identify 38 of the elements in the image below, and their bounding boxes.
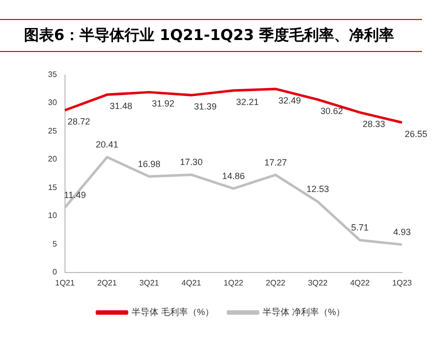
- data-label: 31.48: [110, 101, 132, 112]
- x-tick-label: 1Q22: [224, 278, 244, 288]
- data-label: 16.98: [138, 159, 160, 170]
- x-tick-label: 1Q23: [392, 278, 412, 288]
- x-tick-label: 1Q21: [55, 278, 76, 288]
- y-tick-label: 10: [48, 211, 58, 220]
- legend-label: 半导体 毛利率（%）: [131, 306, 214, 317]
- data-label: 30.62: [320, 106, 343, 116]
- x-tick-label: 3Q21: [139, 278, 160, 288]
- data-label: 31.39: [194, 102, 217, 112]
- data-label: 28.33: [362, 118, 386, 129]
- data-label: 17.30: [180, 157, 203, 168]
- x-tick-label: 4Q22: [350, 278, 370, 288]
- x-tick-label: 2Q22: [266, 278, 286, 288]
- data-label: 17.27: [264, 157, 287, 168]
- data-label: 12.53: [306, 184, 329, 194]
- x-tick-label: 2Q21: [97, 278, 118, 288]
- data-label: 31.92: [152, 98, 174, 109]
- legend-label: 半导体 净利率（%）: [262, 306, 346, 317]
- data-label: 26.55: [404, 128, 428, 139]
- y-tick-label: 30: [48, 98, 58, 108]
- data-label: 14.86: [222, 170, 245, 181]
- data-label: 28.72: [68, 116, 90, 127]
- y-tick-label: 15: [48, 182, 58, 192]
- data-label: 11.49: [64, 190, 86, 200]
- x-tick-label: 4Q21: [182, 278, 202, 288]
- y-tick-label: 25: [48, 126, 58, 136]
- chart-title: 图表6：半导体行业 1Q21-1Q23 季度毛利率、净利率: [0, 19, 422, 52]
- data-label: 5.71: [351, 222, 369, 233]
- y-tick-label: 5: [52, 239, 58, 248]
- data-label: 4.93: [393, 227, 411, 238]
- data-label: 20.41: [96, 140, 118, 150]
- y-tick-label: 20: [48, 154, 58, 164]
- data-label: 32.49: [278, 95, 301, 106]
- y-tick-label: 35: [48, 70, 58, 80]
- y-tick-label: 0: [52, 268, 58, 277]
- data-label: 32.21: [236, 97, 259, 108]
- x-tick-label: 3Q22: [308, 278, 328, 288]
